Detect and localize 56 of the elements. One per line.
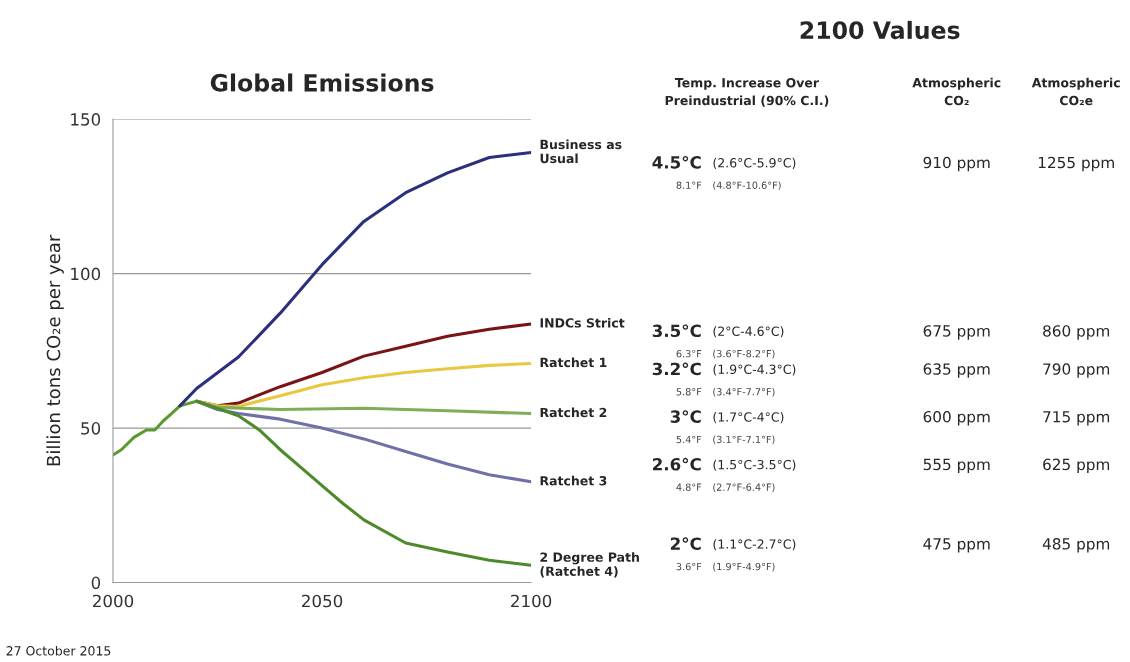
- text: 485 ppm: [1042, 538, 1110, 553]
- series-label: Ratchet 3: [540, 475, 607, 486]
- text: (2°C-4.6°C): [713, 326, 784, 338]
- text: 3.5°C: [652, 324, 701, 338]
- text: 8.1°F: [676, 181, 702, 189]
- text: (1.7°C-4°C): [713, 412, 784, 424]
- text: (1.9°F-4.9°F): [713, 562, 775, 572]
- text: 625 ppm: [1043, 458, 1110, 474]
- series-label: 2 Degree Path (Ratchet 4): [540, 552, 639, 578]
- text: 475 ppm: [923, 538, 990, 553]
- text: 4.5°C: [652, 155, 701, 169]
- y-tick-label: 50: [81, 422, 101, 435]
- text: (4.8°F-10.6°F): [713, 181, 781, 191]
- y-tick-label: 100: [71, 267, 101, 281]
- text: 4.8°F: [676, 483, 702, 491]
- text: (1.1°C-2.7°C): [713, 539, 796, 551]
- category-label: Atmospheric CO₂: [912, 77, 1001, 106]
- text: 27 October 2015: [6, 645, 111, 656]
- text: 635 ppm: [923, 363, 990, 378]
- y-axis-title: Billion tons CO₂e per year: [46, 234, 64, 466]
- x-tick-label: 2050: [302, 594, 343, 608]
- text: 715 ppm: [1043, 411, 1110, 426]
- chart-title: Global Emissions: [210, 73, 434, 92]
- text: 3.2°C: [652, 362, 701, 376]
- text: 3°C: [670, 410, 701, 423]
- text: 6.3°F: [676, 349, 702, 358]
- text: (1.5°C-3.5°C): [713, 459, 796, 471]
- text: (3.6°F-8.2°F): [713, 349, 775, 359]
- series-label: Ratchet 1: [540, 357, 607, 368]
- text: 5.4°F: [676, 435, 702, 444]
- text: 790 ppm: [1043, 363, 1110, 378]
- text: (1.9°C-4.3°C): [713, 364, 796, 376]
- x-tick-label: 2000: [93, 594, 134, 608]
- text: 1255 ppm: [1038, 156, 1114, 172]
- series-label: Ratchet 2: [540, 407, 607, 418]
- text: 555 ppm: [923, 458, 990, 474]
- y-tick-label: 0: [91, 576, 101, 590]
- text: 3.6°F: [676, 562, 702, 571]
- text: 675 ppm: [923, 325, 990, 340]
- text: 600 ppm: [923, 410, 990, 426]
- series-label: INDCs Strict: [540, 317, 625, 328]
- x-tick-label: 2100: [511, 594, 552, 608]
- text: 910 ppm: [923, 156, 990, 172]
- text: (3.1°F-7.1°F): [713, 435, 775, 445]
- text: 2.6°C: [653, 457, 701, 471]
- series-label: Business as Usual: [540, 139, 622, 164]
- text: 860 ppm: [1043, 325, 1110, 340]
- category-label: Temp. Increase Over Preindustrial (90% C.I.): [665, 77, 829, 107]
- text: 2100 Values: [800, 20, 960, 40]
- text: (2.6°C-5.9°C): [713, 157, 796, 169]
- text: (2.7°F-6.4°F): [713, 483, 775, 492]
- category-label: Atmospheric CO₂e: [1031, 77, 1120, 106]
- y-tick-label: 150: [71, 113, 101, 126]
- text: 5.8°F: [676, 388, 702, 396]
- text: 2°C: [670, 537, 701, 551]
- text: (3.4°F-7.7°F): [713, 387, 775, 397]
